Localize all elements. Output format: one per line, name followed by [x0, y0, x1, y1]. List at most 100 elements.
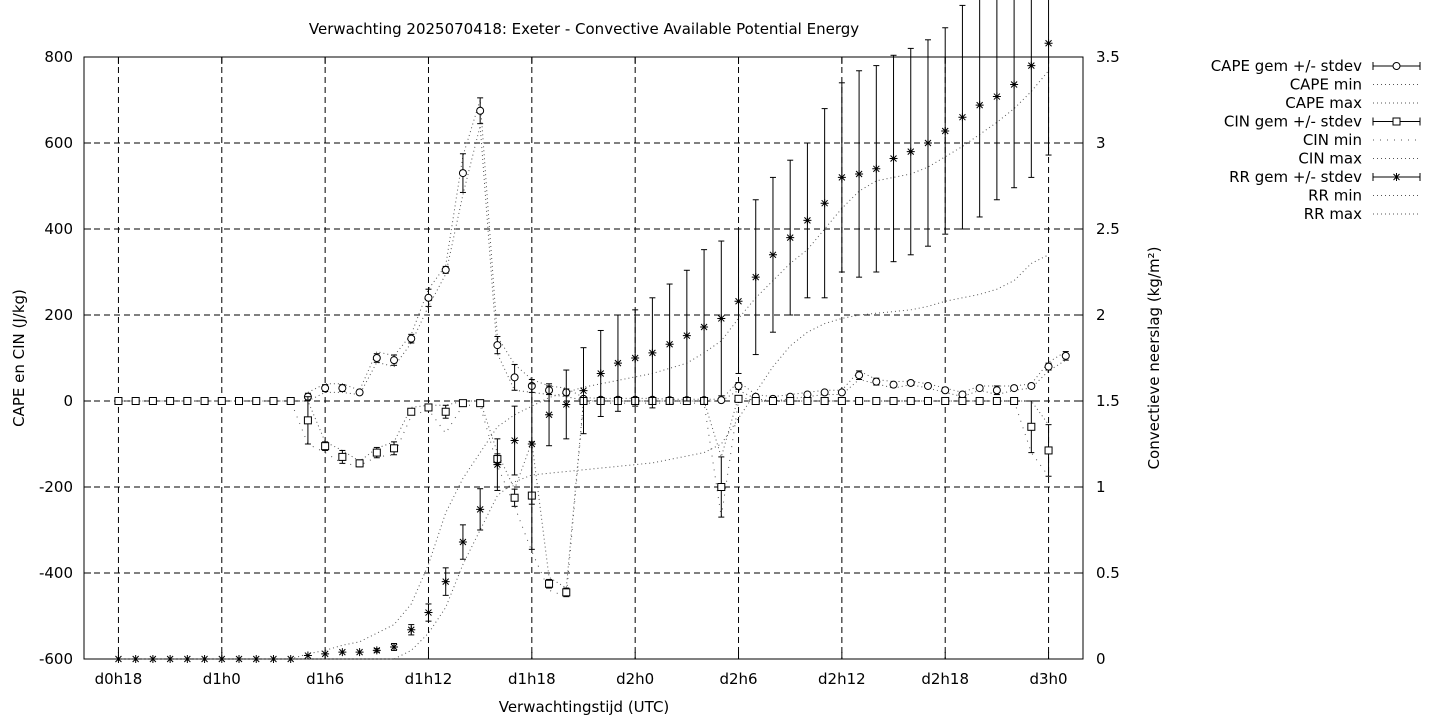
rr-mean-point: [751, 199, 760, 356]
cape-mean-point: [510, 363, 519, 391]
cape-mean-point: [717, 396, 726, 405]
rr-mean-point: [493, 438, 502, 491]
legend-entry: CIN gem +/- stdev: [1224, 113, 1421, 131]
cin-mean-point: [1044, 424, 1053, 477]
cape-mean-point: [923, 381, 932, 390]
marker-circle: [1061, 351, 1070, 360]
y-tick-label: -200: [39, 478, 73, 496]
rr-mean-point: [235, 655, 244, 663]
marker-star: [321, 649, 330, 658]
cin-mean-point: [235, 397, 244, 405]
y-tick-label: 600: [44, 134, 73, 152]
marker-circle: [717, 396, 726, 405]
legend-label: RR max: [1304, 205, 1362, 223]
axes: d0h18 d1h0 d1h6 d1h12 d1h18 d2h0 d2h6 d2h12 d2h1…: [39, 48, 1120, 688]
legend-label: CIN max: [1298, 150, 1362, 168]
marker-square: [286, 397, 295, 405]
rr-mean-point: [303, 651, 312, 660]
cin-mean-point: [217, 397, 226, 405]
cin-mean-point: [441, 404, 450, 419]
rr-mean-point: [613, 314, 622, 412]
legend-label: CAPE gem +/- stdev: [1211, 57, 1362, 75]
marker-square: [803, 397, 812, 405]
rr-mean-point: [166, 655, 175, 663]
marker-circle: [906, 378, 915, 387]
rr-mean-point: [286, 655, 295, 663]
legend-entry: RR min: [1308, 187, 1420, 205]
marker-circle: [734, 381, 743, 390]
legend-entry: CAPE min: [1290, 76, 1420, 94]
marker-square: [269, 397, 278, 405]
y2-axis-label: Convectieve neerslag (kg/m²): [1145, 247, 1163, 470]
marker-square: [872, 397, 881, 405]
marker-star: [1027, 61, 1036, 70]
marker-square: [338, 452, 347, 461]
y2-tick-label: 1: [1096, 478, 1106, 496]
cin-mean-point: [338, 449, 347, 464]
marker-square: [545, 579, 554, 588]
marker-circle: [872, 377, 881, 386]
legend-label: RR min: [1308, 187, 1362, 205]
marker-star: [820, 199, 829, 208]
rr-mean-point: [217, 655, 226, 663]
marker-star: [717, 314, 726, 323]
marker-star: [114, 655, 123, 663]
rr-mean-point: [372, 646, 381, 655]
marker-circle: [372, 354, 381, 362]
marker-star: [407, 625, 416, 634]
x-tick-label: d1h12: [405, 670, 453, 688]
marker-circle: [889, 380, 898, 389]
rr-mean-point: [1044, 0, 1053, 156]
marker-star: [131, 655, 140, 663]
marker-square: [217, 397, 226, 405]
marker-square: [941, 397, 950, 405]
marker-square: [751, 397, 760, 405]
marker-square: [166, 397, 175, 405]
rr-mean-point: [252, 655, 261, 663]
marker-star: [235, 655, 244, 663]
marker-square: [855, 397, 864, 405]
cin-mean-point: [768, 397, 777, 405]
cin-mean-point: [923, 397, 932, 405]
cin-mean-point: [1010, 397, 1019, 405]
cape-mean-point: [355, 388, 364, 397]
cin-mean-point: [510, 488, 519, 507]
marker-square: [992, 397, 1001, 405]
marker-circle: [321, 384, 330, 393]
marker-star: [786, 233, 795, 242]
marker-star: [648, 348, 657, 357]
cin-mean-point: [321, 441, 330, 451]
marker-square: [441, 407, 450, 416]
legend-label: CIN gem +/- stdev: [1224, 113, 1362, 131]
marker-circle: [1044, 362, 1053, 371]
rr-mean-point: [941, 27, 950, 235]
cin-mean-point: [303, 396, 312, 445]
rr-mean-point: [717, 240, 726, 397]
marker-circle: [355, 388, 364, 397]
cin-mean-point: [545, 578, 554, 589]
plot-frame: [83, 56, 1084, 660]
cin-mean-point: [958, 397, 967, 405]
rr-mean-point: [458, 524, 467, 560]
cin-mean-point: [269, 397, 278, 405]
marker-star: [579, 386, 588, 395]
marker-star: [665, 340, 674, 349]
y-tick-label: -600: [39, 650, 73, 668]
cape-mean-point: [458, 153, 467, 193]
cin-mean-point: [372, 446, 381, 459]
x-tick-label: d3h0: [1029, 670, 1067, 688]
marker-star: [476, 505, 485, 514]
marker-star: [493, 460, 502, 469]
cape-mean-point: [958, 390, 967, 399]
marker-circle: [458, 169, 467, 178]
marker-square: [958, 397, 967, 405]
rr-mean-point: [682, 269, 691, 402]
marker-square: [889, 397, 898, 405]
marker-square: [235, 397, 244, 405]
cin-mean-point: [355, 459, 364, 468]
cin-mean-point: [166, 397, 175, 405]
y2-tick-label: 0.5: [1096, 564, 1120, 582]
marker-star: [252, 655, 261, 663]
rr-mean-point: [183, 655, 192, 663]
cin-mean-point: [390, 441, 399, 456]
